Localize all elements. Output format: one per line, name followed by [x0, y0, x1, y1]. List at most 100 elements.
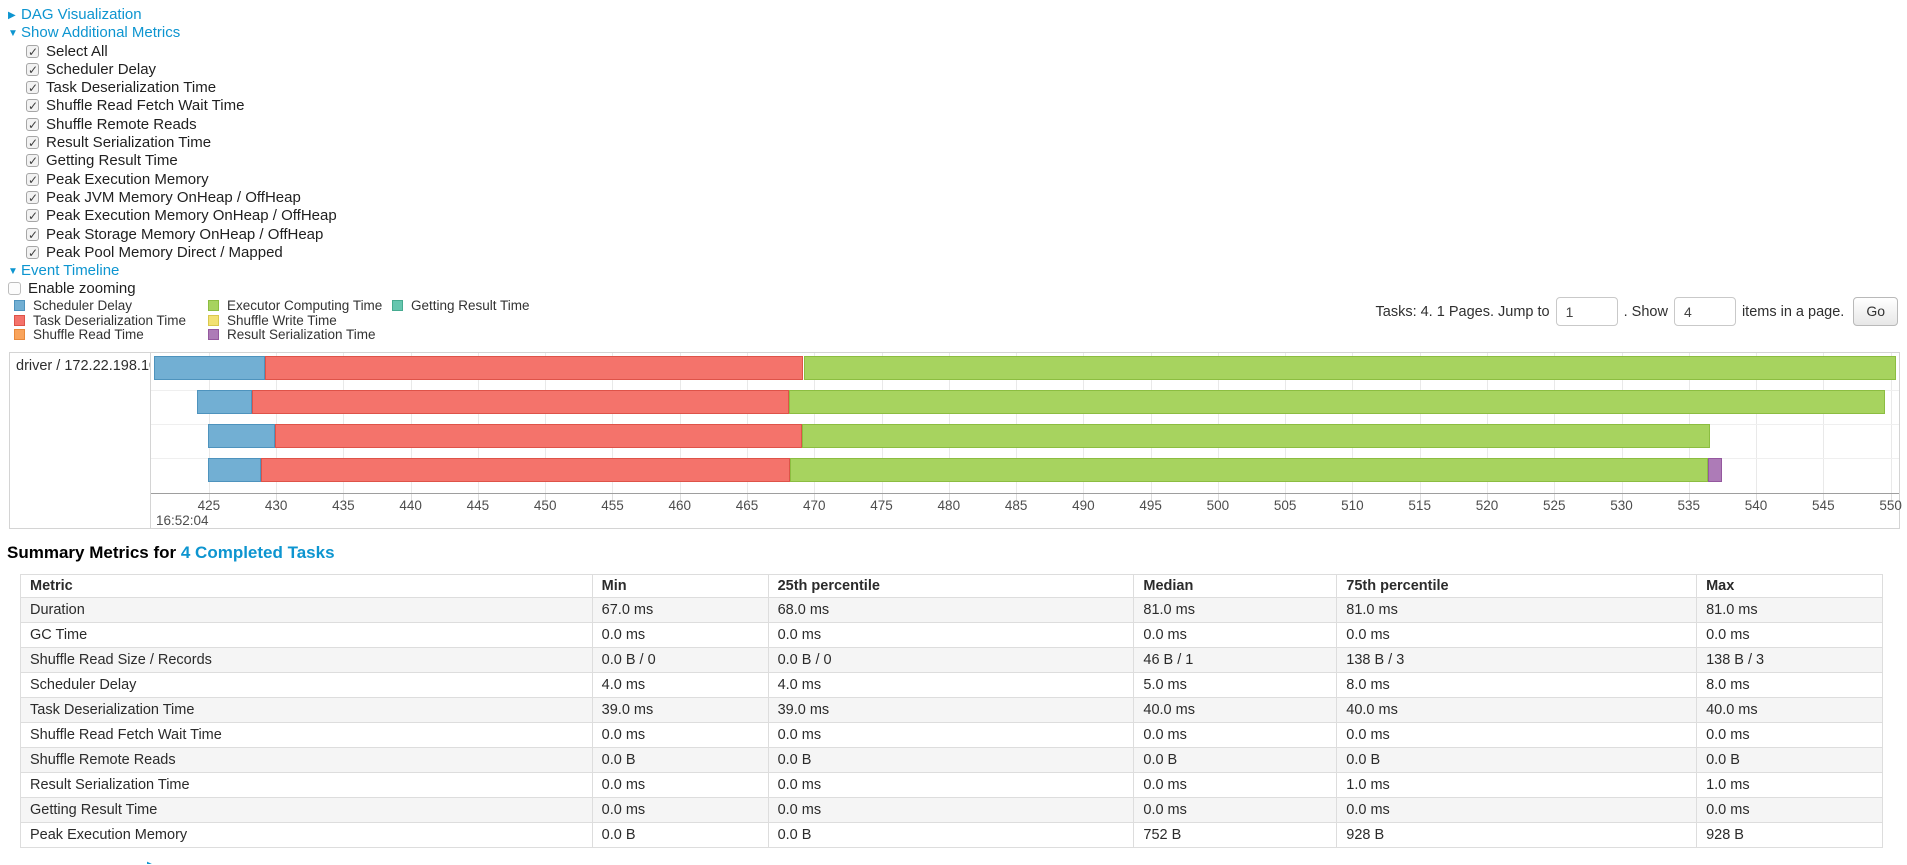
completed-tasks-link[interactable]: 4 Completed Tasks — [180, 543, 335, 562]
timeline-plot-area — [151, 353, 1899, 494]
event-timeline-chart: driver / 172.22.198.104 16:52:04 425 430 4… — [9, 352, 1902, 529]
x-axis-tick-label: 540 — [1744, 498, 1768, 513]
axis-tick — [1823, 494, 1825, 501]
summary-table-row: Duration 67.0 ms 68.0 ms 81.0 ms 81.0 ms 81.0… — [20, 597, 1883, 623]
metric-value-cell: 0.0 ms — [591, 622, 769, 648]
legend-item: Getting Result Time — [392, 298, 530, 314]
metric-value-cell: 0.0 ms — [1336, 797, 1698, 823]
metric-value-cell: 1.0 ms — [1696, 772, 1883, 798]
task-bar[interactable] — [151, 356, 1899, 380]
dag-visualization-label[interactable]: DAG Visualization — [21, 6, 142, 23]
axis-tick — [1352, 494, 1354, 501]
x-axis-tick-label: 525 — [1542, 498, 1566, 513]
shuffle-write-swatch-icon — [208, 314, 219, 326]
gridline — [208, 353, 210, 493]
legend-label: Scheduler Delay — [33, 298, 133, 313]
x-axis-tick-label: 500 — [1206, 498, 1230, 513]
gridline — [679, 353, 681, 493]
metric-name-cell: Result Serialization Time — [20, 772, 593, 798]
task-segment-task-deserialization[interactable] — [251, 390, 789, 414]
metric-checkbox[interactable] — [26, 43, 39, 61]
gridline — [1688, 353, 1690, 493]
metric-checkbox[interactable] — [26, 171, 39, 189]
show-additional-metrics-label[interactable]: Show Additional Metrics — [21, 24, 181, 42]
metric-checkbox[interactable] — [26, 97, 39, 116]
metric-value-cell: 0.0 ms — [1336, 622, 1698, 648]
metric-value-cell: 67.0 ms — [591, 597, 769, 623]
pagination-suffix-text: items in a page. — [1741, 303, 1845, 320]
jump-to-page-input[interactable] — [1555, 297, 1618, 326]
task-segment-scheduler-delay[interactable] — [196, 390, 252, 414]
gridline — [410, 353, 412, 493]
metric-value-cell: 0.0 ms — [1133, 772, 1338, 798]
timeline-legend: Scheduler Delay Task Deserialization Time… — [14, 298, 530, 343]
metric-checkbox[interactable] — [26, 134, 39, 152]
metric-checkbox[interactable] — [26, 152, 39, 171]
event-timeline-toggle[interactable]: ▼ Event Timeline — [8, 262, 337, 280]
metric-checkbox-label: Peak JVM Memory OnHeap / OffHeap — [46, 188, 301, 206]
metric-checkbox[interactable] — [26, 61, 39, 79]
x-axis-time-label: 16:52:04 — [156, 513, 209, 528]
metric-checkbox[interactable] — [26, 244, 39, 262]
metric-checkbox[interactable] — [26, 79, 39, 97]
legend-label: Task Deserialization Time — [33, 312, 187, 328]
gridline — [814, 353, 816, 493]
metric-checkbox-label: Shuffle Remote Reads — [46, 115, 197, 133]
dag-visualization-toggle[interactable]: ▶ DAG Visualization — [8, 6, 337, 24]
metric-value-cell: 0.0 ms — [1133, 622, 1338, 648]
x-axis-tick-label: 535 — [1677, 498, 1701, 513]
task-segment-scheduler-delay[interactable] — [153, 356, 266, 380]
metric-value-cell: 1.0 ms — [1336, 772, 1698, 798]
metric-name-cell: Task Deserialization Time — [20, 697, 593, 723]
metric-value-cell: 138 B / 3 — [1336, 647, 1698, 673]
task-segment-executor-computing[interactable] — [803, 356, 1896, 380]
chevron-down-icon: ▼ — [8, 266, 18, 278]
metric-checkbox-row: Peak Execution Memory OnHeap / OffHeap — [26, 207, 337, 226]
gridline — [1486, 353, 1488, 493]
legend-item: Executor Computing Time — [208, 298, 392, 314]
metric-checkbox[interactable] — [26, 189, 39, 207]
task-segment-scheduler-delay[interactable] — [207, 424, 275, 448]
x-axis-tick-label: 445 — [466, 498, 490, 513]
metric-checkbox[interactable] — [26, 226, 39, 244]
metric-name-cell: Scheduler Delay — [20, 672, 593, 698]
task-bar[interactable] — [151, 424, 1899, 448]
gridline — [1016, 353, 1018, 493]
items-per-page-input[interactable] — [1673, 297, 1736, 326]
enable-zooming-checkbox[interactable] — [8, 282, 21, 296]
x-axis-tick-label: 485 — [1004, 498, 1028, 513]
task-segment-task-deserialization[interactable] — [274, 424, 803, 448]
show-additional-metrics-toggle[interactable]: ▼ Show Additional Metrics — [8, 24, 337, 42]
task-bar[interactable] — [151, 390, 1899, 414]
legend-column: Executor Computing Time Shuffle Write Tim… — [208, 298, 392, 343]
summary-column-header: Min — [591, 574, 769, 598]
chevron-right-icon: ▶ — [8, 10, 16, 21]
gridline — [343, 353, 345, 493]
metric-name-cell: Shuffle Read Size / Records — [20, 647, 593, 673]
gridline — [1823, 353, 1825, 493]
legend-item: Result Serialization Time — [208, 327, 392, 343]
metric-value-cell: 39.0 ms — [591, 697, 769, 723]
event-timeline-label[interactable]: Event Timeline — [21, 262, 120, 280]
metric-checkbox-row: Shuffle Remote Reads — [26, 116, 337, 134]
task-bar[interactable] — [151, 458, 1899, 482]
go-button[interactable]: Go — [1853, 297, 1898, 326]
task-segment-result-serialization[interactable] — [1707, 458, 1723, 482]
task-segment-task-deserialization[interactable] — [261, 458, 791, 482]
task-segment-scheduler-delay[interactable] — [207, 458, 262, 482]
metric-checkbox[interactable] — [26, 207, 39, 226]
chevron-down-icon: ▼ — [8, 28, 18, 40]
metric-value-cell: 0.0 ms — [591, 722, 769, 748]
x-axis-tick-label: 520 — [1475, 498, 1499, 513]
task-segment-task-deserialization[interactable] — [265, 356, 804, 380]
metric-checkbox[interactable] — [26, 116, 39, 134]
task-segment-executor-computing[interactable] — [790, 458, 1708, 482]
task-segment-executor-computing[interactable] — [788, 390, 1886, 414]
legend-column: Getting Result Time — [392, 298, 530, 343]
x-axis-tick-label: 465 — [735, 498, 759, 513]
legend-label: Shuffle Read Time — [33, 327, 144, 343]
metric-value-cell: 0.0 B — [767, 822, 1135, 848]
gridline — [948, 353, 950, 493]
metric-value-cell: 138 B / 3 — [1696, 647, 1883, 673]
task-segment-executor-computing[interactable] — [802, 424, 1711, 448]
